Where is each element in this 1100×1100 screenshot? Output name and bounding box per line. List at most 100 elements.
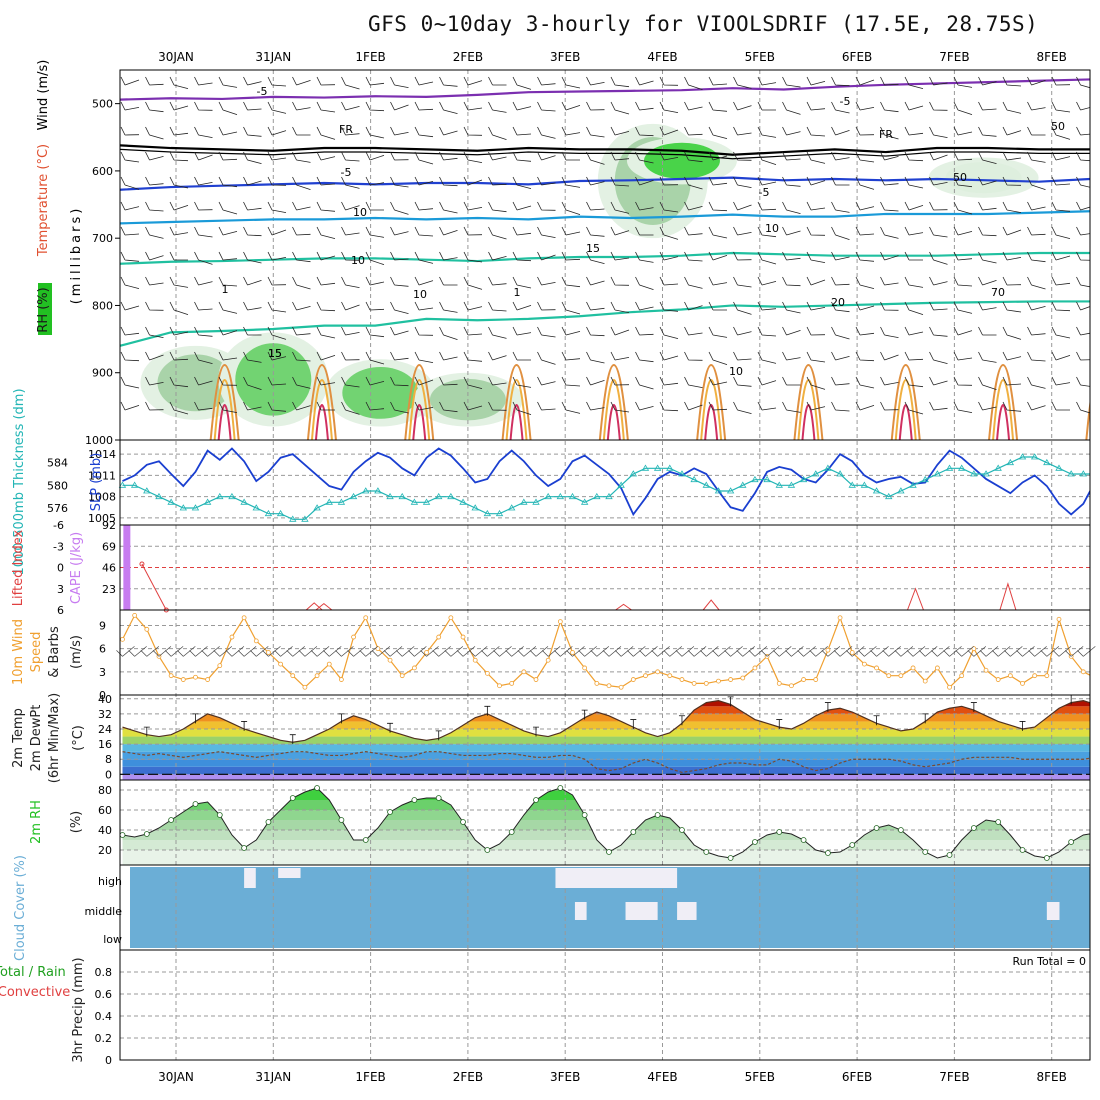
precip-run-total: Run Total = 0 [1013,955,1087,968]
cloud-clear-block [1046,902,1060,920]
wind-speed-marker [995,677,1001,682]
wind-axis-label-part: Speed [29,632,44,673]
temp-minmax-bar [678,715,685,726]
wind-barb [953,226,973,236]
wind-tick-label: 0 [99,689,106,702]
wind-barb [1076,401,1090,414]
wind-barb [782,276,801,287]
wind-barb-10m [335,646,354,657]
thickness-marker [532,498,540,505]
wind-barb [610,401,630,413]
wind-barb-10m [578,646,597,657]
temp-axis-label-part: 2m DewPt [29,705,44,772]
panel-frames [115,69,1091,1061]
contour-label: FR [339,123,353,136]
wind-barb [512,301,532,311]
bottom-date-label: 8FEB [1037,1070,1067,1084]
thickness-marker [301,515,309,522]
wind-barb [292,226,311,236]
thickness-tick-label: 576 [47,502,68,515]
wind-barb [1002,251,1022,261]
surface-heat-contour [602,379,625,440]
wind-barb-10m [262,646,281,657]
wind-barb [390,101,409,111]
wind-barb [1076,76,1090,89]
wind-barb [292,276,311,290]
wind-barb [929,126,948,139]
wind-barb [610,176,630,187]
wind-barb [561,326,581,336]
wind-barb [1051,151,1071,161]
wind-barb [512,401,532,416]
wind-barb [1002,201,1022,214]
temp-axis-label-part: (6hr Min/Max) [47,693,62,783]
rh-marker [484,847,491,853]
wind-barb [929,151,948,161]
temp-axis-label-part: (°C) [71,725,86,751]
wind-barb [831,126,850,136]
wind-barb [390,176,409,188]
rh-marker [265,819,272,825]
temp-band [122,759,1090,767]
wind-barb [488,176,507,186]
wind-barb [880,201,899,212]
wind-barb [439,276,458,286]
wind-speed-marker [472,657,478,663]
thickness-marker [1018,453,1027,460]
wind-barb [341,126,360,136]
surface-heat-contour [890,364,921,440]
wind-barb [1027,376,1046,389]
wind-barb-10m [785,646,804,657]
wind-barb [978,201,997,211]
wind-barb [390,276,409,287]
thickness-marker [556,492,565,500]
rh-marker [387,809,393,815]
rh-marker [630,829,637,835]
wind-barb [733,201,752,211]
top-date-label: 30JAN [158,50,194,64]
wind-barb [341,176,360,189]
wind-barb [414,376,434,386]
li-spike [999,582,1017,611]
wind-barb [537,326,556,338]
li-axis-label: Lifted Index [11,529,26,606]
chart-title: GFS 0~10day 3-hourly for VIOOLSDRIF (17.… [368,12,1039,36]
wind-barb [929,276,948,286]
wind-barb [414,126,434,138]
temp-minmax-bar [873,715,880,726]
rh-axis-label-name: 2m RH [29,800,44,844]
wind-barb [512,151,532,162]
wind-barb [414,101,434,111]
wind-barb [390,151,409,161]
wind-speed-marker [898,673,904,679]
wind-speed-marker [776,681,782,686]
wind-barb [218,226,238,236]
thickness-marker [812,470,820,477]
wind-speed-marker [594,681,600,686]
wind-barb [586,226,605,237]
wind-barb [292,251,311,263]
wind-barb [1076,251,1090,261]
wind-barb [341,226,360,236]
wind-barb [316,251,336,261]
wind-barb [586,176,605,186]
wind-barb [635,401,654,411]
wind-barb [708,201,728,212]
li-tick-label: 3 [57,583,64,596]
thickness-marker [629,470,638,477]
wind-barb [684,201,703,211]
wind-barb [757,151,777,166]
wind-barb [1002,226,1022,236]
thickness-marker [447,492,455,500]
thickness-marker [252,504,260,511]
wind-barb [757,351,777,364]
panel-frame [119,949,1091,1061]
wind-barb [880,401,899,411]
wind-barb [782,251,801,261]
wind-barb [635,351,654,363]
wind-barb [733,76,752,89]
rh-marker [752,839,758,845]
wind-barb [169,126,189,136]
rh-marker [460,819,466,825]
wind-barb [169,226,189,236]
